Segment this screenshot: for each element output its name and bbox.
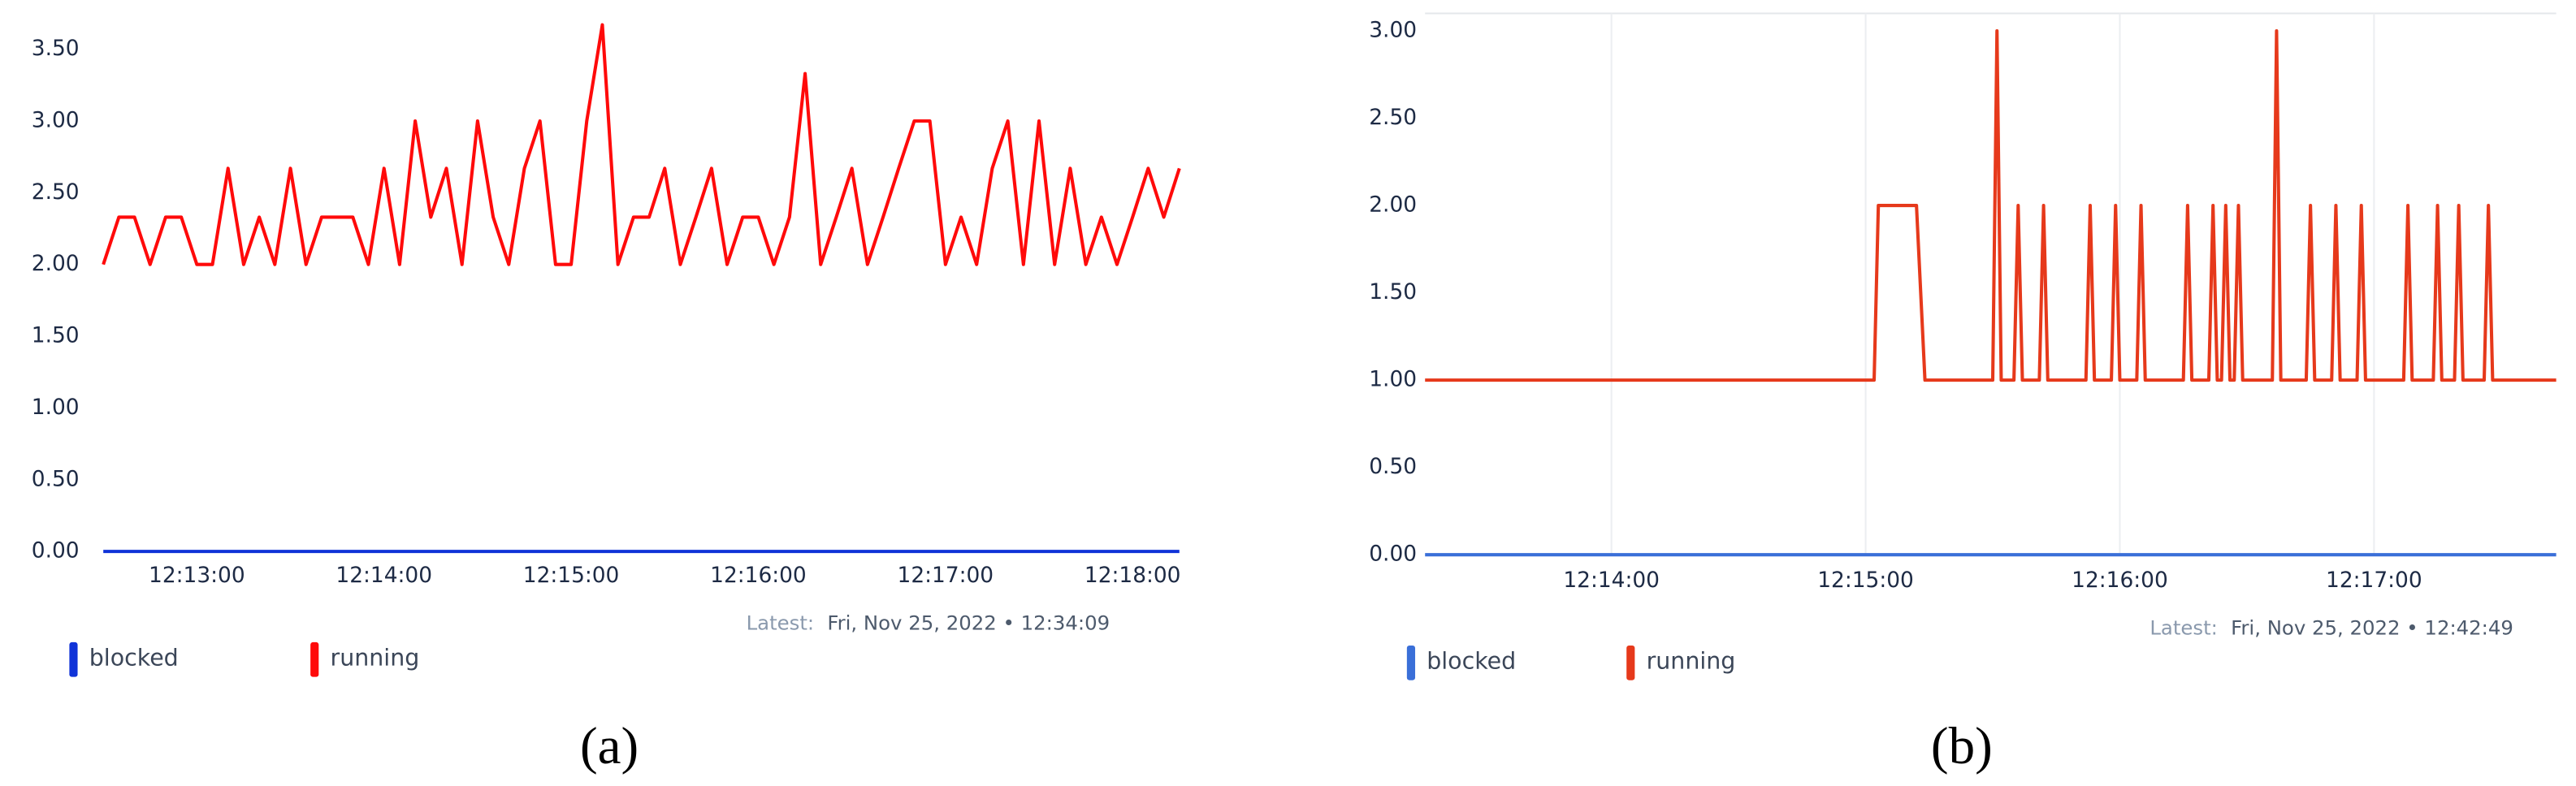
x-tick-label: 12:16:00: [710, 563, 807, 588]
latest-label: Latest:: [2150, 616, 2218, 640]
legend-label: running: [1647, 647, 1736, 674]
x-tick-label: 12:14:00: [1563, 568, 1660, 593]
y-tick-label: 3.50: [32, 36, 80, 61]
y-tick-label: 2.50: [32, 179, 80, 205]
legend-label: blocked: [89, 644, 179, 671]
caption: (a): [580, 717, 639, 775]
x-tick-label: 12:13:00: [149, 563, 245, 588]
y-tick-label: 0.50: [1369, 454, 1417, 479]
latest-date: Fri, Nov 25, 2022 • 12:42:49: [2231, 616, 2513, 640]
legend-swatch: [310, 641, 319, 677]
y-tick-label: 2.50: [1369, 105, 1417, 130]
x-tick-label: 12:17:00: [898, 563, 994, 588]
y-tick-label: 3.00: [32, 108, 80, 133]
legend-swatch: [1626, 646, 1635, 680]
y-tick-label: 1.50: [1369, 279, 1417, 304]
y-tick-label: 1.50: [32, 323, 80, 348]
y-tick-label: 2.00: [1369, 192, 1417, 218]
x-tick-label: 12:16:00: [2072, 568, 2168, 593]
y-tick-label: 2.00: [32, 251, 80, 276]
caption: (b): [1931, 717, 1993, 775]
x-tick-label: 12:14:00: [336, 563, 432, 588]
x-tick-label: 12:15:00: [1817, 568, 1914, 593]
y-tick-label: 0.00: [32, 538, 80, 564]
legend-swatch: [1406, 646, 1416, 680]
legend-label: blocked: [1427, 647, 1516, 674]
x-tick-label: 12:17:00: [2326, 568, 2422, 593]
x-tick-label: 12:18:00: [1085, 563, 1181, 588]
y-tick-label: 1.00: [1369, 367, 1417, 392]
series-line: [102, 23, 1181, 266]
legend-label: running: [331, 644, 420, 671]
y-tick-label: 3.00: [1369, 17, 1417, 42]
x-tick-label: 12:15:00: [523, 563, 620, 588]
y-tick-label: 0.50: [32, 466, 80, 491]
series-line: [1425, 28, 2557, 382]
latest-date: Fri, Nov 25, 2022 • 12:34:09: [827, 611, 1110, 635]
y-tick-label: 0.00: [1369, 542, 1417, 567]
legend-swatch: [69, 641, 78, 677]
latest-label: Latest:: [747, 611, 815, 635]
y-tick-label: 1.00: [32, 395, 80, 420]
